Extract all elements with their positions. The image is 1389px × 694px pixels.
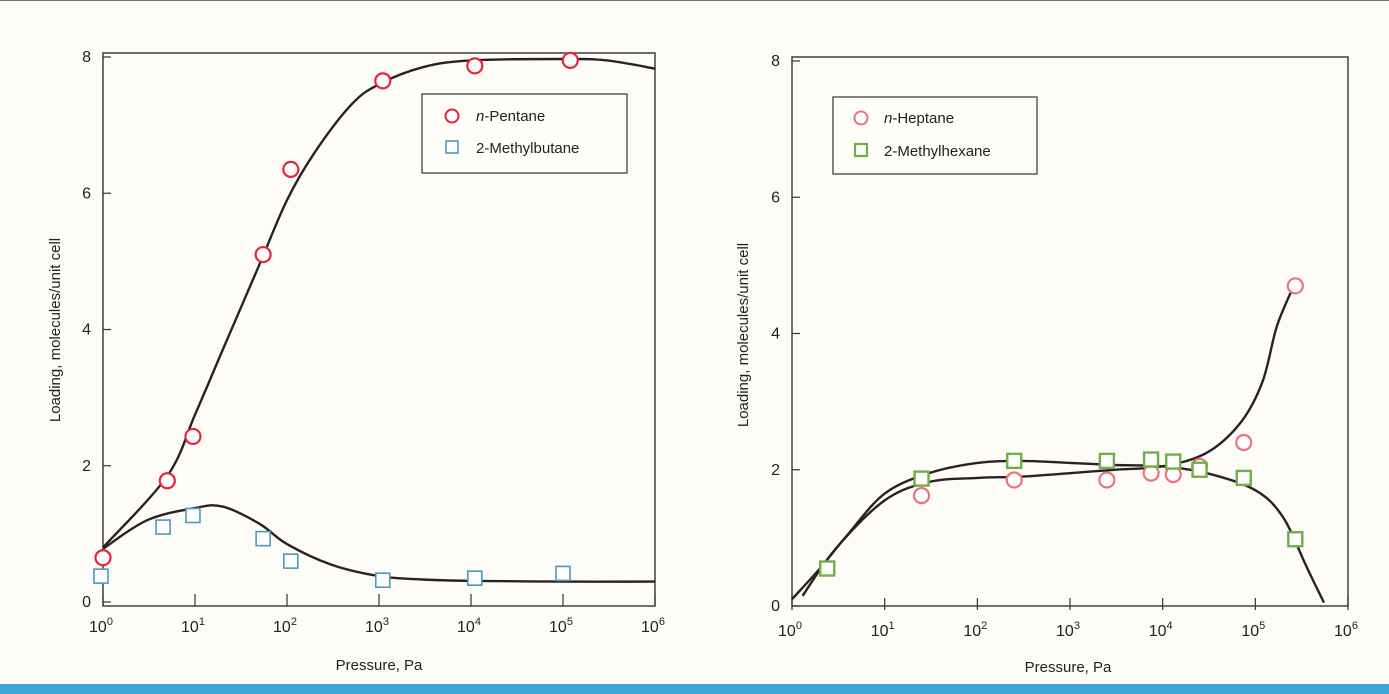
data-point-circle bbox=[254, 245, 272, 264]
y-tick-label: 2 bbox=[771, 462, 780, 479]
x-tick-label: 102 bbox=[273, 616, 297, 636]
legend-label-heptane: n-Heptane bbox=[884, 110, 954, 127]
fit-curves-right bbox=[791, 288, 1325, 604]
chart-left: 0 2 4 6 8 100 101 102 103 104 105 106 Pressure, Pa… bbox=[47, 49, 665, 674]
legend-marker-pentane bbox=[444, 108, 460, 124]
x-tick-label: 100 bbox=[778, 620, 802, 640]
x-axis-label-right: Pressure, Pa bbox=[1025, 659, 1112, 676]
data-point-square bbox=[1235, 469, 1252, 487]
x-tick-label: 101 bbox=[871, 620, 895, 640]
legend-marker-heptane bbox=[853, 110, 869, 126]
x-tick-label: 104 bbox=[457, 616, 481, 636]
legend-label-methylhexane: 2-Methylhexane bbox=[884, 143, 991, 160]
y-tick-label: 0 bbox=[771, 598, 780, 615]
data-point-circle bbox=[561, 51, 579, 70]
data-point-circle bbox=[282, 160, 300, 179]
data-point-square bbox=[913, 470, 930, 487]
data-points-left bbox=[93, 51, 579, 589]
x-tick-label: 104 bbox=[1149, 620, 1173, 640]
y-tick-label: 4 bbox=[771, 326, 780, 343]
data-point-square bbox=[555, 565, 571, 582]
y-axis-label-right: Loading, molecules/unit cell bbox=[735, 243, 752, 427]
x-tick-label: 103 bbox=[1056, 620, 1080, 640]
legend-label-pentane: n-Pentane bbox=[476, 108, 545, 125]
data-point-circle bbox=[1005, 471, 1023, 489]
data-point-circle bbox=[94, 549, 112, 567]
data-point-circle bbox=[374, 72, 392, 90]
fit-curve-1 bbox=[791, 459, 1325, 604]
data-point-circle bbox=[158, 472, 176, 490]
data-point-circle bbox=[1286, 277, 1304, 295]
chart-right: 0 2 4 6 8 100 101 102 103 104 105 106 Pressure, Pa… bbox=[735, 53, 1358, 676]
x-tick-label: 100 bbox=[89, 616, 113, 636]
y-tick-label: 8 bbox=[771, 53, 780, 70]
fit-curve-0 bbox=[102, 57, 656, 549]
y-tick-label: 4 bbox=[82, 322, 91, 339]
data-point-square bbox=[185, 507, 201, 524]
y-tick-label: 2 bbox=[82, 458, 91, 475]
y-tick-label: 8 bbox=[82, 49, 91, 66]
x-tick-label: 105 bbox=[549, 616, 573, 636]
legend-box-right bbox=[832, 96, 1038, 175]
data-point-square bbox=[375, 572, 391, 589]
x-tick-label: 106 bbox=[1334, 620, 1358, 640]
legend-right: n-Heptane 2-Methylhexane bbox=[832, 96, 1038, 175]
data-point-square bbox=[93, 568, 109, 584]
y-axis-left: 0 2 4 6 8 bbox=[82, 49, 111, 611]
x-axis-right: 100 101 102 103 104 105 106 bbox=[778, 598, 1358, 640]
data-point-square bbox=[1142, 451, 1160, 468]
y-tick-label: 6 bbox=[82, 185, 91, 202]
x-tick-label: 103 bbox=[365, 616, 389, 636]
x-axis-label-left: Pressure, Pa bbox=[336, 657, 423, 674]
legend-marker-methylhexane bbox=[853, 142, 869, 158]
y-tick-label: 0 bbox=[82, 594, 91, 611]
x-tick-label: 101 bbox=[181, 616, 205, 636]
data-point-square bbox=[819, 560, 836, 577]
data-point-circle bbox=[912, 487, 931, 505]
data-point-square bbox=[1006, 452, 1023, 470]
data-point-square bbox=[155, 519, 171, 535]
data-point-circle bbox=[466, 57, 484, 75]
data-point-square bbox=[467, 570, 483, 586]
y-tick-label: 6 bbox=[771, 189, 780, 206]
data-point-square bbox=[283, 553, 299, 569]
x-tick-label: 102 bbox=[963, 620, 987, 640]
data-point-circle bbox=[1142, 464, 1160, 482]
data-point-circle bbox=[184, 427, 202, 446]
x-axis-left: 100 101 102 103 104 105 106 bbox=[89, 594, 665, 636]
x-tick-label: 106 bbox=[641, 616, 665, 636]
data-point-square bbox=[1098, 452, 1116, 470]
data-point-square bbox=[1287, 531, 1304, 548]
data-point-square bbox=[255, 530, 271, 547]
legend-box-left bbox=[421, 93, 628, 174]
legend-marker-methylbutane bbox=[445, 140, 459, 154]
data-point-circle bbox=[1098, 471, 1116, 489]
legend-label-methylbutane: 2-Methylbutane bbox=[476, 140, 579, 157]
x-tick-label: 105 bbox=[1241, 620, 1265, 640]
data-point-circle bbox=[1235, 433, 1253, 452]
data-points-right bbox=[819, 277, 1304, 577]
fit-curve-0 bbox=[801, 288, 1294, 597]
data-point-square bbox=[1165, 453, 1182, 470]
data-point-square bbox=[1191, 461, 1208, 478]
bottom-color-bar bbox=[0, 684, 1389, 694]
y-axis-right: 0 2 4 6 8 bbox=[771, 53, 800, 615]
y-axis-label-left: Loading, molecules/unit cell bbox=[47, 238, 64, 422]
legend-left: n-Pentane 2-Methylbutane bbox=[421, 93, 628, 174]
